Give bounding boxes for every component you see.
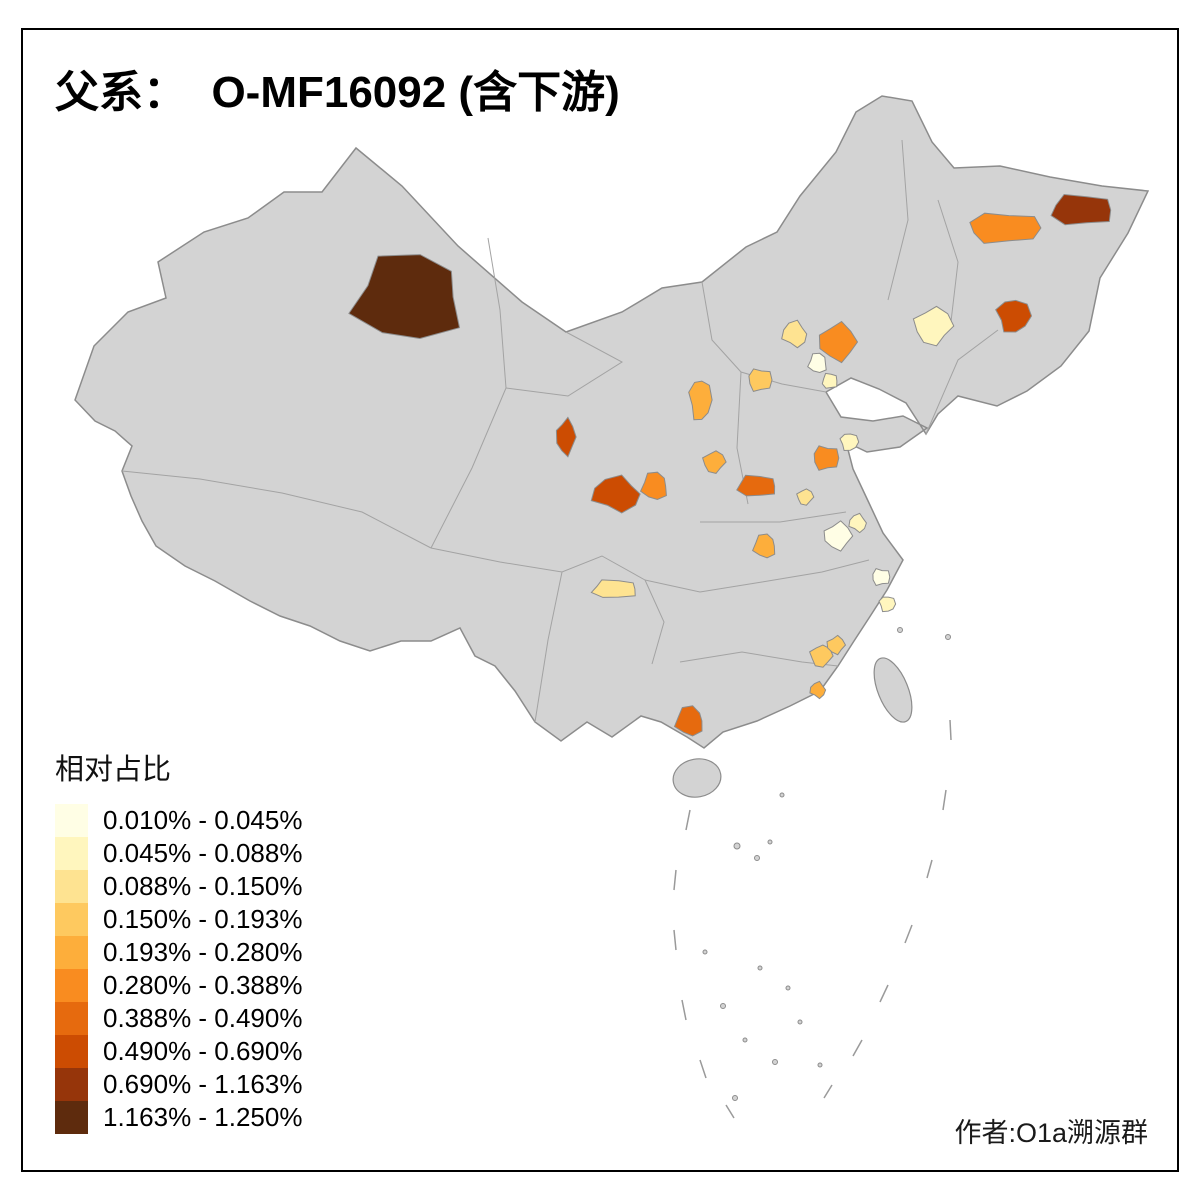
map-region-shandong-west	[839, 433, 860, 452]
legend-swatch	[55, 1002, 88, 1035]
legend-label: 0.490% - 0.690%	[103, 1036, 303, 1066]
map-region-fujian-northwest	[808, 644, 834, 668]
legend-label: 0.280% - 0.388%	[103, 970, 303, 1000]
legend-label: 0.010% - 0.045%	[103, 805, 303, 835]
legend-label: 0.690% - 1.163%	[103, 1069, 303, 1099]
map-region-shanxi-south	[701, 450, 727, 474]
legend-item: 0.193% - 0.280%	[55, 936, 415, 969]
map-region-guangxi-south	[673, 705, 703, 737]
map-region-fujian-south	[809, 680, 827, 700]
china-mainland	[74, 95, 1150, 749]
legend-item: 0.010% - 0.045%	[55, 804, 415, 837]
legend-label: 0.045% - 0.088%	[103, 838, 303, 868]
legend-swatch	[55, 870, 88, 903]
map-region-zhejiang-east	[878, 596, 897, 613]
map-region-jiangxi-east	[826, 634, 847, 656]
legend-item: 0.280% - 0.388%	[55, 969, 415, 1002]
taiwan-island	[873, 657, 913, 723]
map-region-tianjin	[821, 372, 838, 389]
legend-swatch	[55, 837, 88, 870]
hainan-island	[672, 758, 722, 798]
map-region-inner-mongolia-southeast	[818, 320, 859, 364]
province-borders	[121, 139, 999, 723]
map-region-jilin-east	[995, 299, 1033, 333]
legend-swatch	[55, 936, 88, 969]
map-region-beijing	[807, 352, 827, 374]
highlighted-regions	[348, 193, 1112, 737]
legend-swatch	[55, 1035, 88, 1068]
legend-swatch	[55, 1068, 88, 1101]
legend-label: 0.150% - 0.193%	[103, 904, 303, 934]
legend-label: 0.088% - 0.150%	[103, 871, 303, 901]
legend-item: 1.163% - 1.250%	[55, 1101, 415, 1134]
map-region-hebei-north	[781, 319, 808, 349]
legend-item: 0.088% - 0.150%	[55, 870, 415, 903]
legend-item: 0.150% - 0.193%	[55, 903, 415, 936]
legend-item: 0.490% - 0.690%	[55, 1035, 415, 1068]
legend-swatch	[55, 969, 88, 1002]
legend-item: 0.388% - 0.490%	[55, 1002, 415, 1035]
map-region-north-xinjiang	[348, 254, 461, 340]
map-region-shaanxi-central	[736, 474, 776, 497]
legend-swatch	[55, 804, 88, 837]
map-region-qinghai-east	[555, 416, 577, 458]
legend-title: 相对占比	[55, 754, 172, 786]
map-region-jilin-west	[912, 305, 955, 347]
legend-item: 0.690% - 1.163%	[55, 1068, 415, 1101]
author-credit: 作者:O1a溯源群	[954, 1118, 1148, 1148]
map-region-shanghai-area	[872, 567, 891, 587]
map-region-hebei-central	[748, 368, 773, 392]
legend-label: 1.163% - 1.250%	[103, 1102, 303, 1132]
map-region-shanxi-north	[688, 380, 713, 421]
south-china-sea-islands	[673, 627, 952, 1119]
map-region-gansu-east	[639, 471, 667, 501]
legend-swatch	[55, 903, 88, 936]
map-region-heilongjiang-central	[969, 212, 1042, 244]
legend-label: 0.193% - 0.280%	[103, 937, 303, 967]
map-region-jiangsu-central	[823, 520, 854, 552]
legend-label: 0.388% - 0.490%	[103, 1003, 303, 1033]
legend-item: 0.045% - 0.088%	[55, 837, 415, 870]
legend: 相对占比 0.010% - 0.045% 0.045% - 0.088% 0.088…	[55, 746, 415, 1134]
map-region-gansu-lanzhou	[590, 474, 641, 514]
legend-swatch	[55, 1101, 88, 1134]
legend-items: 0.010% - 0.045% 0.045% - 0.088% 0.088% - 0…	[55, 804, 415, 1134]
map-region-heilongjiang-far-east	[1050, 193, 1112, 226]
map-region-hubei-north	[751, 533, 776, 559]
map-region-jiangsu-north	[848, 512, 867, 534]
map-title: 父系： O-MF16092 (含下游)	[55, 68, 620, 117]
map-region-chongqing	[590, 579, 636, 598]
map-region-henan-north	[813, 445, 840, 471]
map-region-henan-east	[796, 488, 815, 506]
